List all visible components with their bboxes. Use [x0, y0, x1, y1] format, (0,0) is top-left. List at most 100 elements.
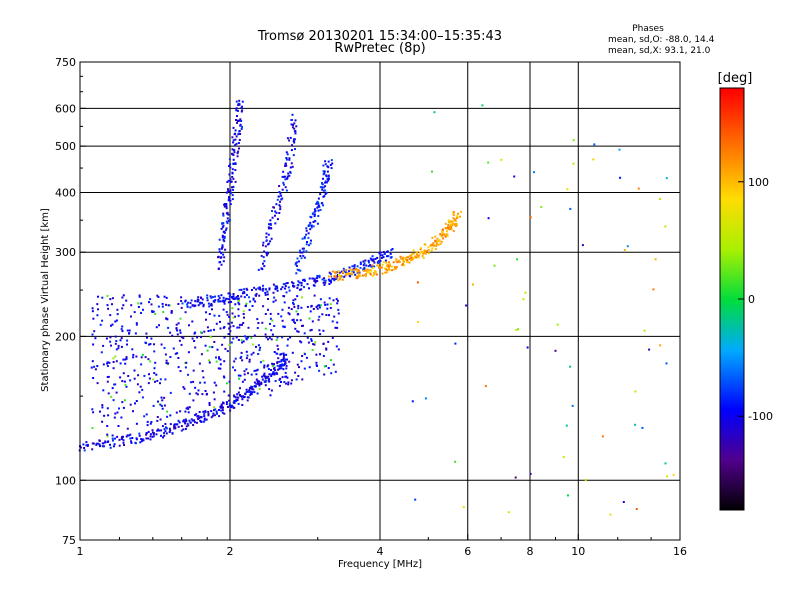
data-point — [258, 388, 261, 390]
data-point — [324, 180, 327, 183]
data-point — [169, 429, 172, 432]
data-point — [175, 423, 178, 426]
y-axis-label: Stationary phase Virtual Height [km] — [40, 208, 51, 392]
data-point — [180, 296, 183, 299]
data-point — [233, 401, 236, 404]
data-point — [227, 219, 230, 222]
data-point — [239, 133, 242, 135]
data-point — [284, 285, 287, 288]
data-point — [305, 229, 308, 232]
data-point — [185, 361, 188, 364]
data-point — [262, 284, 264, 287]
data-point — [184, 410, 187, 413]
data-point — [344, 271, 347, 274]
data-point — [440, 240, 443, 243]
data-point — [111, 434, 114, 437]
data-point — [334, 370, 337, 373]
data-point — [232, 188, 234, 191]
data-point — [236, 115, 238, 117]
colorbar-band — [720, 386, 744, 389]
data-point — [281, 336, 284, 339]
data-point — [256, 380, 259, 383]
colorbar-band — [720, 260, 744, 263]
data-point — [232, 185, 235, 188]
data-point — [454, 342, 457, 345]
data-point — [156, 429, 159, 432]
data-point — [149, 298, 152, 301]
data-point — [297, 280, 300, 283]
data-point — [114, 383, 117, 386]
data-point — [308, 277, 311, 280]
data-point — [145, 413, 148, 416]
data-point — [133, 377, 136, 380]
data-point — [112, 357, 115, 360]
data-point — [237, 119, 239, 122]
data-point — [178, 339, 181, 342]
colorbar-band — [720, 168, 744, 171]
data-point — [273, 325, 276, 327]
colorbar-band — [720, 340, 744, 343]
data-point — [279, 353, 282, 356]
data-point — [363, 266, 366, 269]
data-point — [280, 367, 283, 370]
data-point — [327, 177, 330, 180]
data-point — [270, 375, 273, 378]
data-point — [424, 397, 427, 400]
colorbar-band — [720, 232, 744, 235]
data-point — [213, 409, 215, 412]
data-point — [330, 359, 332, 362]
data-point — [270, 369, 272, 371]
data-point — [315, 353, 318, 356]
data-point — [246, 399, 249, 402]
data-point — [251, 391, 254, 394]
colorbar-band — [720, 458, 744, 461]
data-point — [92, 317, 95, 320]
data-point — [362, 269, 365, 272]
data-point — [331, 270, 334, 273]
colorbar-band — [720, 390, 744, 393]
data-point — [235, 399, 238, 402]
data-point — [218, 357, 221, 360]
data-point — [290, 382, 293, 385]
data-point — [285, 364, 288, 367]
data-point — [309, 221, 312, 224]
data-point — [336, 302, 339, 305]
data-point — [109, 443, 111, 446]
data-point — [215, 356, 217, 359]
data-point — [224, 248, 227, 251]
data-point — [310, 216, 313, 219]
data-point — [414, 255, 417, 258]
colorbar-band — [720, 432, 744, 435]
data-point — [507, 511, 510, 514]
data-point — [322, 164, 325, 167]
data-point — [99, 323, 102, 326]
data-point — [297, 330, 300, 333]
data-point — [281, 319, 284, 322]
colorbar-band — [720, 414, 744, 417]
data-point — [197, 299, 200, 301]
data-point — [256, 368, 259, 371]
data-point — [132, 353, 135, 356]
data-point — [134, 402, 136, 405]
data-point — [106, 304, 109, 307]
data-point — [285, 367, 288, 370]
data-point — [255, 294, 258, 297]
data-point — [316, 275, 319, 277]
colorbar-band — [720, 366, 744, 369]
colorbar-band — [720, 314, 744, 317]
data-point — [163, 428, 166, 431]
data-point — [422, 252, 425, 255]
data-point — [129, 379, 132, 382]
data-point — [584, 479, 587, 481]
data-point — [273, 296, 276, 299]
data-point — [234, 303, 237, 306]
data-point — [350, 271, 353, 274]
data-point — [435, 244, 438, 247]
data-point — [210, 410, 213, 413]
data-point — [163, 434, 166, 437]
data-point — [318, 315, 321, 318]
colorbar-band — [720, 388, 744, 391]
data-point — [339, 276, 342, 279]
data-point — [403, 260, 405, 263]
data-point — [276, 336, 279, 339]
